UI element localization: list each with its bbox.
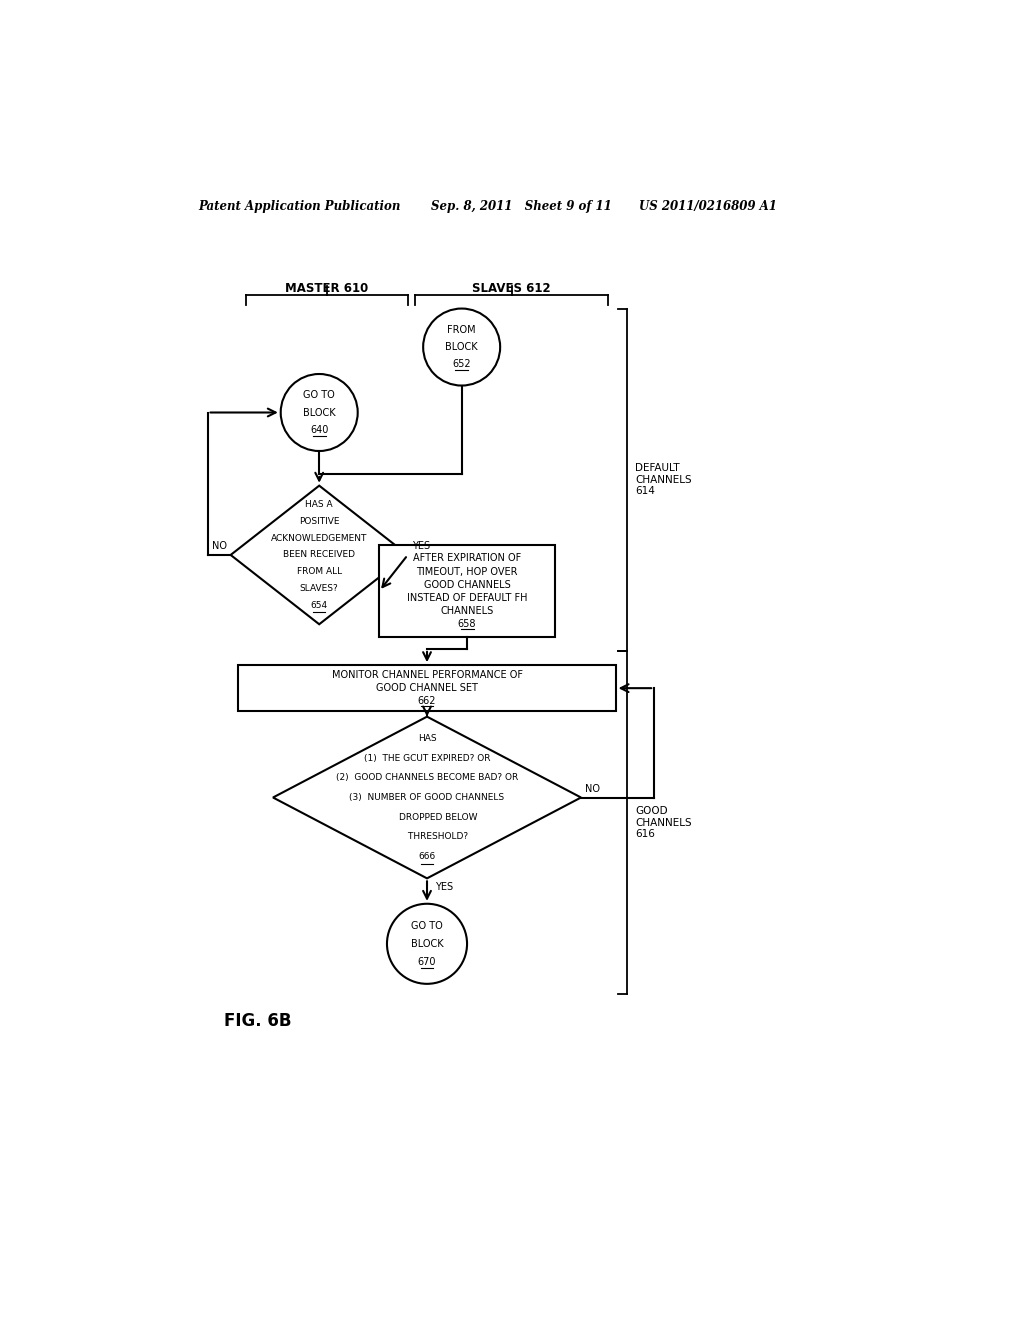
Polygon shape: [273, 717, 581, 878]
Text: 658: 658: [458, 619, 476, 628]
Text: DROPPED BELOW: DROPPED BELOW: [376, 813, 478, 821]
Text: YES: YES: [412, 541, 430, 552]
Text: GO TO: GO TO: [411, 921, 443, 931]
Text: AFTER EXPIRATION OF: AFTER EXPIRATION OF: [413, 553, 521, 564]
Text: 640: 640: [310, 425, 329, 434]
Text: BLOCK: BLOCK: [303, 408, 336, 417]
Bar: [239, 665, 615, 711]
Text: HAS: HAS: [418, 734, 436, 743]
Text: FROM: FROM: [447, 325, 476, 335]
Text: FROM ALL: FROM ALL: [297, 568, 342, 577]
Text: GOOD CHANNELS: GOOD CHANNELS: [424, 579, 510, 590]
Polygon shape: [230, 486, 408, 624]
Circle shape: [281, 374, 357, 451]
Text: 652: 652: [453, 359, 471, 370]
Circle shape: [387, 904, 467, 983]
Text: (3)  NUMBER OF GOOD CHANNELS: (3) NUMBER OF GOOD CHANNELS: [349, 793, 505, 803]
Text: 662: 662: [418, 696, 436, 706]
Text: CHANNELS: CHANNELS: [440, 606, 494, 615]
Text: GOOD CHANNEL SET: GOOD CHANNEL SET: [376, 684, 478, 693]
Text: ACKNOWLEDGEMENT: ACKNOWLEDGEMENT: [271, 533, 368, 543]
Text: MASTER 610: MASTER 610: [286, 281, 369, 294]
Text: 670: 670: [418, 957, 436, 966]
Text: SLAVES?: SLAVES?: [300, 585, 339, 593]
Text: 654: 654: [310, 601, 328, 610]
Text: MONITOR CHANNEL PERFORMANCE OF: MONITOR CHANNEL PERFORMANCE OF: [332, 671, 522, 680]
Text: US 2011/0216809 A1: US 2011/0216809 A1: [639, 199, 776, 213]
Text: GOOD
CHANNELS
616: GOOD CHANNELS 616: [635, 807, 691, 840]
Text: DEFAULT
CHANNELS
614: DEFAULT CHANNELS 614: [635, 463, 691, 496]
Text: THRESHOLD?: THRESHOLD?: [385, 833, 469, 841]
Text: NO: NO: [212, 541, 226, 552]
Text: (2)  GOOD CHANNELS BECOME BAD? OR: (2) GOOD CHANNELS BECOME BAD? OR: [336, 774, 518, 783]
Text: 666: 666: [419, 851, 435, 861]
Text: BEEN RECEIVED: BEEN RECEIVED: [284, 550, 355, 560]
Text: POSITIVE: POSITIVE: [299, 517, 340, 525]
Circle shape: [423, 309, 500, 385]
Bar: [379, 545, 555, 638]
Text: BLOCK: BLOCK: [445, 342, 478, 352]
Text: Patent Application Publication: Patent Application Publication: [199, 199, 400, 213]
Text: YES: YES: [435, 882, 453, 892]
Text: (1)  THE GCUT EXPIRED? OR: (1) THE GCUT EXPIRED? OR: [364, 754, 490, 763]
Text: SLAVES 612: SLAVES 612: [472, 281, 551, 294]
Text: FIG. 6B: FIG. 6B: [224, 1012, 292, 1030]
Text: GO TO: GO TO: [303, 391, 335, 400]
Text: HAS A: HAS A: [305, 500, 333, 510]
Text: Sep. 8, 2011   Sheet 9 of 11: Sep. 8, 2011 Sheet 9 of 11: [431, 199, 611, 213]
Text: BLOCK: BLOCK: [411, 939, 443, 949]
Text: INSTEAD OF DEFAULT FH: INSTEAD OF DEFAULT FH: [407, 593, 527, 603]
Text: TIMEOUT, HOP OVER: TIMEOUT, HOP OVER: [417, 566, 518, 577]
Text: NO: NO: [585, 784, 600, 793]
